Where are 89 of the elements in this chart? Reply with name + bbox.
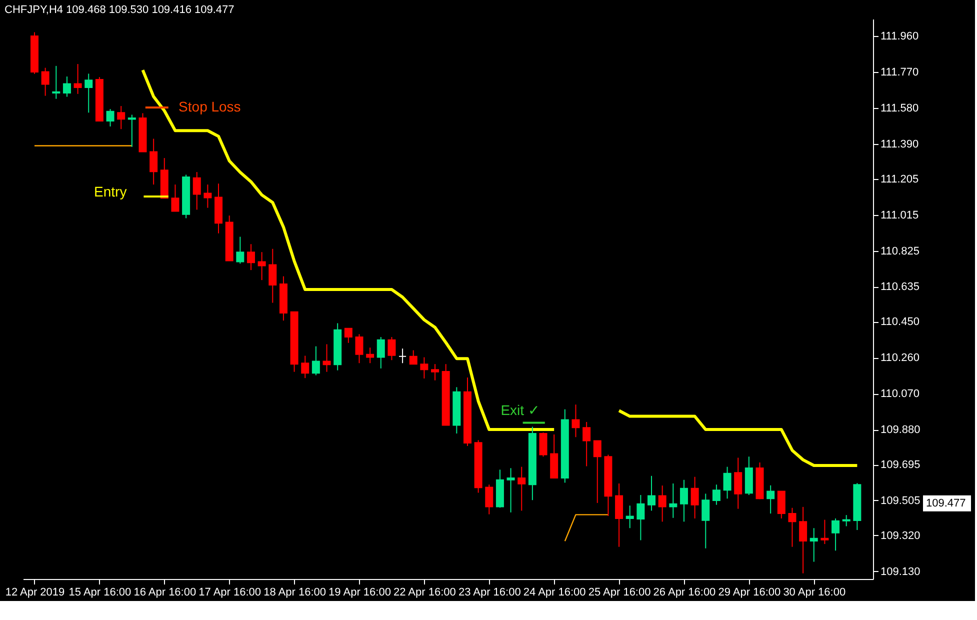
candlestick	[842, 514, 850, 527]
candlestick	[106, 108, 114, 127]
candlestick	[734, 457, 742, 510]
candlestick	[301, 355, 310, 379]
candlestick	[74, 64, 82, 94]
candlestick	[820, 519, 829, 544]
x-tick-label: 24 Apr 16:00	[523, 586, 586, 598]
candlestick	[431, 364, 440, 381]
candlestick	[344, 328, 352, 344]
candlestick	[128, 114, 136, 148]
chart-title: CHFJPY,H4 109.468 109.530 109.416 109.477	[4, 4, 234, 16]
candlestick	[506, 468, 515, 513]
y-tick-label: 111.580	[880, 102, 919, 114]
candlestick	[680, 479, 688, 522]
x-tick-label: 17 Apr 16:00	[198, 586, 262, 598]
candlestick	[648, 475, 656, 512]
candlestick	[322, 344, 331, 372]
candlestick	[777, 490, 786, 519]
candlestick	[658, 485, 666, 522]
candlestick	[766, 484, 775, 514]
candlestick	[572, 404, 580, 438]
candlestick	[192, 172, 201, 210]
candlestick	[420, 356, 428, 379]
annotation: Entry	[94, 184, 127, 200]
y-tick-label: 111.205	[880, 173, 919, 186]
y-tick-label: 111.390	[880, 138, 919, 150]
y-tick-label: 111.015	[880, 209, 919, 222]
candlestick	[636, 494, 645, 541]
candlestick	[712, 484, 720, 506]
annotation: Stop Loss	[178, 98, 241, 114]
candlestick	[388, 336, 396, 361]
y-tick-label: 109.695	[880, 459, 920, 472]
candlestick	[376, 336, 385, 369]
y-tick-label: 110.260	[880, 352, 920, 364]
candlestick	[593, 440, 602, 504]
candlestick	[52, 65, 60, 100]
x-tick-label: 23 Apr 16:00	[458, 586, 521, 598]
candlestick	[236, 236, 244, 264]
x-tick-label: 16 Apr 16:00	[134, 586, 196, 598]
candlestick	[171, 184, 180, 212]
candlestick	[204, 184, 212, 208]
candlestick	[702, 493, 710, 549]
candlestick	[312, 346, 320, 376]
candlestick	[41, 67, 50, 96]
y-tick-label: 109.320	[880, 530, 920, 542]
candlestick	[518, 466, 526, 512]
y-tick-label: 110.450	[880, 316, 920, 328]
candlestick	[485, 484, 494, 515]
candlestick	[398, 348, 407, 364]
candlestick	[626, 505, 634, 529]
candlestick	[62, 76, 71, 98]
candlestick	[246, 244, 255, 271]
x-tick-label: 30 Apr 16:00	[783, 586, 846, 598]
text: 109.477	[926, 497, 966, 510]
candlestick	[258, 252, 266, 281]
x-tick-label: 29 Apr 16:00	[718, 586, 781, 598]
y-tick-label: 111.770	[880, 66, 919, 78]
candlestick	[117, 106, 126, 130]
x-tick-label: 25 Apr 16:00	[588, 586, 651, 598]
candlestick	[366, 347, 374, 364]
candlestick	[84, 73, 93, 114]
y-tick-label: 109.880	[880, 424, 920, 436]
candlestick	[582, 421, 591, 467]
candlestick	[690, 476, 699, 519]
x-tick-label: 22 Apr 16:00	[393, 586, 456, 598]
candlestick	[799, 506, 808, 574]
candlestick	[832, 518, 840, 552]
candlestick	[150, 138, 158, 186]
candlestick	[409, 350, 418, 365]
candlestick	[788, 507, 796, 548]
y-tick-label: 110.070	[880, 388, 920, 400]
candlestick	[268, 248, 277, 304]
annotation: Exit ✓	[500, 402, 540, 418]
x-tick-label: 18 Apr 16:00	[264, 586, 326, 598]
y-tick-label: 109.505	[880, 494, 920, 507]
y-tick-label: 110.635	[880, 281, 920, 294]
candlestick	[539, 432, 548, 458]
y-tick-label: 111.960	[880, 30, 919, 43]
x-tick-label: 15 Apr 16:00	[68, 586, 132, 598]
x-tick-label: 12 Apr 2019	[5, 586, 65, 598]
y-tick-label: 109.130	[880, 566, 920, 578]
candlestick	[355, 334, 364, 364]
candlestick	[810, 528, 818, 562]
candlestick	[615, 482, 624, 548]
candlestick	[669, 482, 678, 518]
x-tick-label: 19 Apr 16:00	[328, 586, 391, 598]
x-tick-label: 26 Apr 16:00	[653, 586, 716, 598]
y-tick-label: 110.825	[880, 245, 920, 258]
candlestick	[723, 466, 732, 500]
